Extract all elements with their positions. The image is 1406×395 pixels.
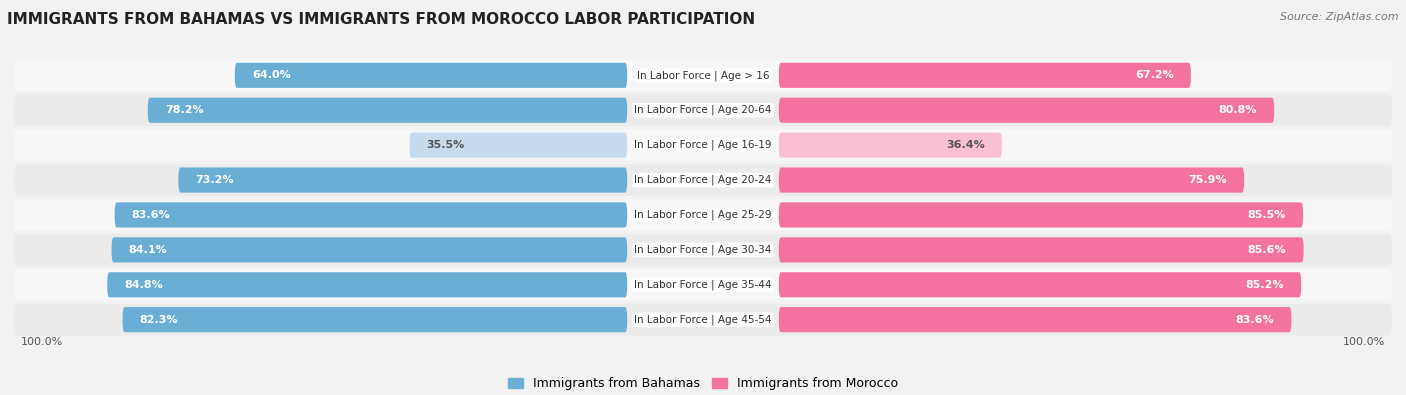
Legend: Immigrants from Bahamas, Immigrants from Morocco: Immigrants from Bahamas, Immigrants from… <box>503 372 903 395</box>
FancyBboxPatch shape <box>779 98 1274 123</box>
FancyBboxPatch shape <box>111 237 627 262</box>
Text: 84.1%: 84.1% <box>129 245 167 255</box>
FancyBboxPatch shape <box>779 237 1303 262</box>
FancyBboxPatch shape <box>179 167 627 193</box>
Text: 80.8%: 80.8% <box>1219 105 1257 115</box>
Text: In Labor Force | Age > 16: In Labor Force | Age > 16 <box>637 70 769 81</box>
Text: Source: ZipAtlas.com: Source: ZipAtlas.com <box>1281 12 1399 22</box>
Text: 85.6%: 85.6% <box>1247 245 1286 255</box>
FancyBboxPatch shape <box>779 202 1303 228</box>
Text: In Labor Force | Age 45-54: In Labor Force | Age 45-54 <box>634 314 772 325</box>
Text: 73.2%: 73.2% <box>195 175 235 185</box>
FancyBboxPatch shape <box>115 202 627 228</box>
FancyBboxPatch shape <box>779 167 1244 193</box>
Text: 85.2%: 85.2% <box>1246 280 1284 290</box>
FancyBboxPatch shape <box>14 304 1392 335</box>
Text: 100.0%: 100.0% <box>1343 337 1385 347</box>
Text: 85.5%: 85.5% <box>1247 210 1286 220</box>
FancyBboxPatch shape <box>107 272 627 297</box>
Text: 84.8%: 84.8% <box>125 280 163 290</box>
FancyBboxPatch shape <box>235 63 627 88</box>
Text: In Labor Force | Age 20-24: In Labor Force | Age 20-24 <box>634 175 772 185</box>
FancyBboxPatch shape <box>779 272 1301 297</box>
FancyBboxPatch shape <box>779 63 1191 88</box>
FancyBboxPatch shape <box>779 133 1002 158</box>
Text: 67.2%: 67.2% <box>1135 70 1174 80</box>
Text: 75.9%: 75.9% <box>1188 175 1227 185</box>
Text: 35.5%: 35.5% <box>427 140 465 150</box>
Text: 78.2%: 78.2% <box>165 105 204 115</box>
Text: IMMIGRANTS FROM BAHAMAS VS IMMIGRANTS FROM MOROCCO LABOR PARTICIPATION: IMMIGRANTS FROM BAHAMAS VS IMMIGRANTS FR… <box>7 12 755 27</box>
Text: In Labor Force | Age 35-44: In Labor Force | Age 35-44 <box>634 280 772 290</box>
Text: 82.3%: 82.3% <box>139 315 179 325</box>
FancyBboxPatch shape <box>14 164 1392 196</box>
FancyBboxPatch shape <box>779 307 1291 332</box>
Text: In Labor Force | Age 30-34: In Labor Force | Age 30-34 <box>634 245 772 255</box>
FancyBboxPatch shape <box>148 98 627 123</box>
Text: In Labor Force | Age 20-64: In Labor Force | Age 20-64 <box>634 105 772 115</box>
Text: In Labor Force | Age 16-19: In Labor Force | Age 16-19 <box>634 140 772 150</box>
Text: 83.6%: 83.6% <box>1236 315 1274 325</box>
Text: 100.0%: 100.0% <box>21 337 63 347</box>
Text: 64.0%: 64.0% <box>252 70 291 80</box>
FancyBboxPatch shape <box>122 307 627 332</box>
FancyBboxPatch shape <box>14 199 1392 231</box>
Text: 83.6%: 83.6% <box>132 210 170 220</box>
FancyBboxPatch shape <box>409 133 627 158</box>
Text: In Labor Force | Age 25-29: In Labor Force | Age 25-29 <box>634 210 772 220</box>
FancyBboxPatch shape <box>14 60 1392 91</box>
FancyBboxPatch shape <box>14 234 1392 265</box>
FancyBboxPatch shape <box>14 269 1392 301</box>
FancyBboxPatch shape <box>14 130 1392 161</box>
FancyBboxPatch shape <box>14 94 1392 126</box>
Text: 36.4%: 36.4% <box>946 140 984 150</box>
